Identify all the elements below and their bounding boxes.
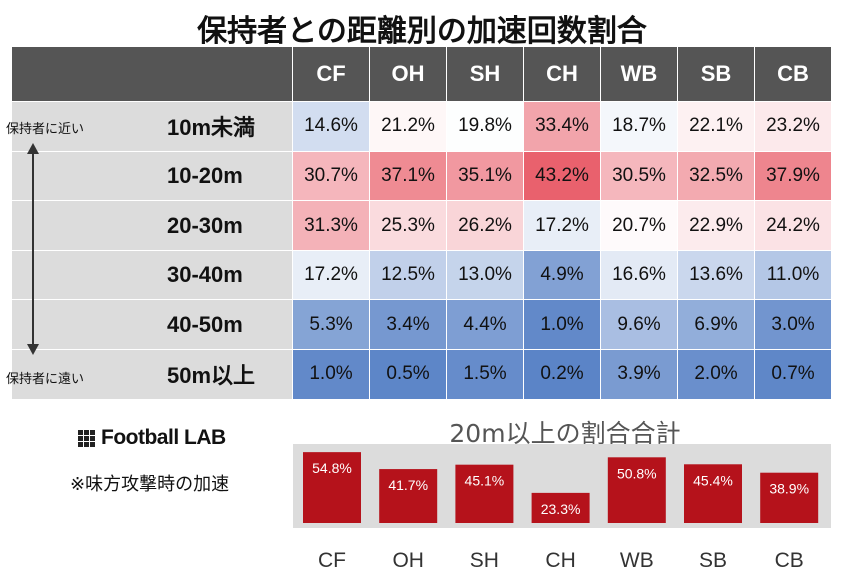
- x-tick-label: CH: [545, 549, 575, 572]
- row-label-bg: [12, 102, 292, 151]
- heatmap-cell: 14.6%: [293, 102, 369, 151]
- heatmap-cell: 1.0%: [293, 350, 369, 399]
- heatmap-cell: 19.8%: [447, 102, 523, 151]
- bar-cf: [303, 452, 361, 523]
- row-label: 10-20m: [167, 162, 243, 188]
- row-label-bg: [12, 250, 292, 300]
- logo-grid-icon: [78, 429, 95, 447]
- heatmap-cell: 18.7%: [601, 102, 677, 151]
- row-label-bg: [12, 201, 292, 250]
- heatmap-cell: 33.4%: [524, 102, 600, 151]
- heatmap-cell: 13.6%: [678, 250, 754, 300]
- heatmap-cell: 9.6%: [601, 300, 677, 350]
- col-header-cf: CF: [293, 47, 369, 101]
- chart-title: 保持者との距離別の加速回数割合: [197, 14, 647, 49]
- heatmap-cell: 31.3%: [293, 201, 369, 250]
- near-label: 保持者に近い: [6, 122, 85, 137]
- heatmap-cell: 2.0%: [678, 350, 754, 399]
- bar-value-label: 38.9%: [769, 481, 809, 497]
- heatmap-cell: 25.3%: [370, 201, 446, 250]
- bar-value-label: 45.4%: [693, 472, 733, 488]
- heatmap-cell: 1.5%: [447, 350, 523, 399]
- x-tick-label: SB: [699, 549, 727, 572]
- bar-value-label: 45.1%: [465, 473, 505, 489]
- row-label: 50m以上: [167, 363, 256, 389]
- bar-value-label: 41.7%: [388, 477, 428, 493]
- heatmap-cell: 30.7%: [293, 151, 369, 201]
- heatmap-cell: 21.2%: [370, 102, 446, 151]
- heatmap-cell: 12.5%: [370, 250, 446, 300]
- heatmap-cell: 3.0%: [755, 300, 831, 350]
- col-header-sb: SB: [678, 47, 754, 101]
- heatmap-cell: 17.2%: [524, 201, 600, 250]
- arrow-down-icon: [27, 344, 39, 355]
- arrow-line: [32, 152, 34, 346]
- bar-value-label: 50.8%: [617, 465, 657, 481]
- heatmap-cell: 37.1%: [370, 151, 446, 201]
- heatmap-cell: 23.2%: [755, 102, 831, 151]
- heatmap-cell: 0.5%: [370, 350, 446, 399]
- heatmap-cell: 43.2%: [524, 151, 600, 201]
- bar-sh: [455, 464, 514, 523]
- bar-cb: [760, 472, 819, 523]
- heatmap-cell: 0.2%: [524, 350, 600, 399]
- heatmap-cell: 26.2%: [447, 201, 523, 250]
- heatmap-cell: 3.4%: [370, 300, 446, 350]
- bar-value-label: 23.3%: [541, 501, 581, 517]
- heatmap-cell: 1.0%: [524, 300, 600, 350]
- row-label-bg: [12, 350, 292, 399]
- row-label-bg: [12, 151, 292, 201]
- heatmap-cell: 6.9%: [678, 300, 754, 350]
- col-header-ch: CH: [524, 47, 600, 101]
- row-label-bg: [12, 300, 292, 350]
- heatmap-cell: 35.1%: [447, 151, 523, 201]
- heatmap-cell: 3.9%: [601, 350, 677, 399]
- col-header-cb: CB: [755, 47, 831, 101]
- header-corner: [12, 47, 292, 101]
- bar-value-label: 54.8%: [312, 460, 352, 476]
- heatmap-cell: 13.0%: [447, 250, 523, 300]
- heatmap-cell: 5.3%: [293, 300, 369, 350]
- x-tick-label: SH: [470, 549, 499, 572]
- x-tick-label: CB: [775, 549, 804, 572]
- heatmap-cell: 30.5%: [601, 151, 677, 201]
- heatmap-cell: 17.2%: [293, 250, 369, 300]
- x-tick-label: OH: [392, 549, 424, 572]
- heatmap-cell: 24.2%: [755, 201, 831, 250]
- heatmap-cell: 20.7%: [601, 201, 677, 250]
- bar-sb: [684, 464, 742, 523]
- x-tick-label: WB: [620, 549, 654, 572]
- row-label: 30-40m: [167, 262, 243, 288]
- bar-wb: [607, 457, 666, 523]
- row-label: 10m未満: [167, 115, 256, 141]
- heatmap-table: CF OH SH CH WB SB CB 10m未満 14.6% 21.2% 19.8% 33.4% 1…: [12, 47, 831, 399]
- heatmap-cell: 4.4%: [447, 300, 523, 350]
- heatmap-cell: 22.9%: [678, 201, 754, 250]
- bar-chart-title: 20m以上の割合合計: [449, 419, 681, 448]
- heatmap-cell: 0.7%: [755, 350, 831, 399]
- heatmap-cell: 11.0%: [755, 250, 831, 300]
- heatmap-cell: 37.9%: [755, 151, 831, 201]
- heatmap-cell: 16.6%: [601, 250, 677, 300]
- heatmap-cell: 4.9%: [524, 250, 600, 300]
- heatmap-cell: 22.1%: [678, 102, 754, 151]
- heatmap-cell: 32.5%: [678, 151, 754, 201]
- footnote: ※味方攻撃時の加速: [70, 474, 230, 495]
- bar-ch: [531, 492, 590, 523]
- row-label: 20-30m: [167, 212, 243, 238]
- col-header-oh: OH: [370, 47, 446, 101]
- row-label: 40-50m: [167, 311, 243, 337]
- col-header-wb: WB: [601, 47, 677, 101]
- arrow-up-icon: [27, 143, 39, 154]
- bar-oh: [379, 469, 438, 523]
- logo-text: Football LAB: [101, 426, 226, 449]
- col-header-sh: SH: [447, 47, 523, 101]
- x-tick-label: CF: [318, 549, 346, 572]
- football-lab-logo: Football LAB: [78, 426, 226, 450]
- far-label: 保持者に遠い: [6, 372, 85, 387]
